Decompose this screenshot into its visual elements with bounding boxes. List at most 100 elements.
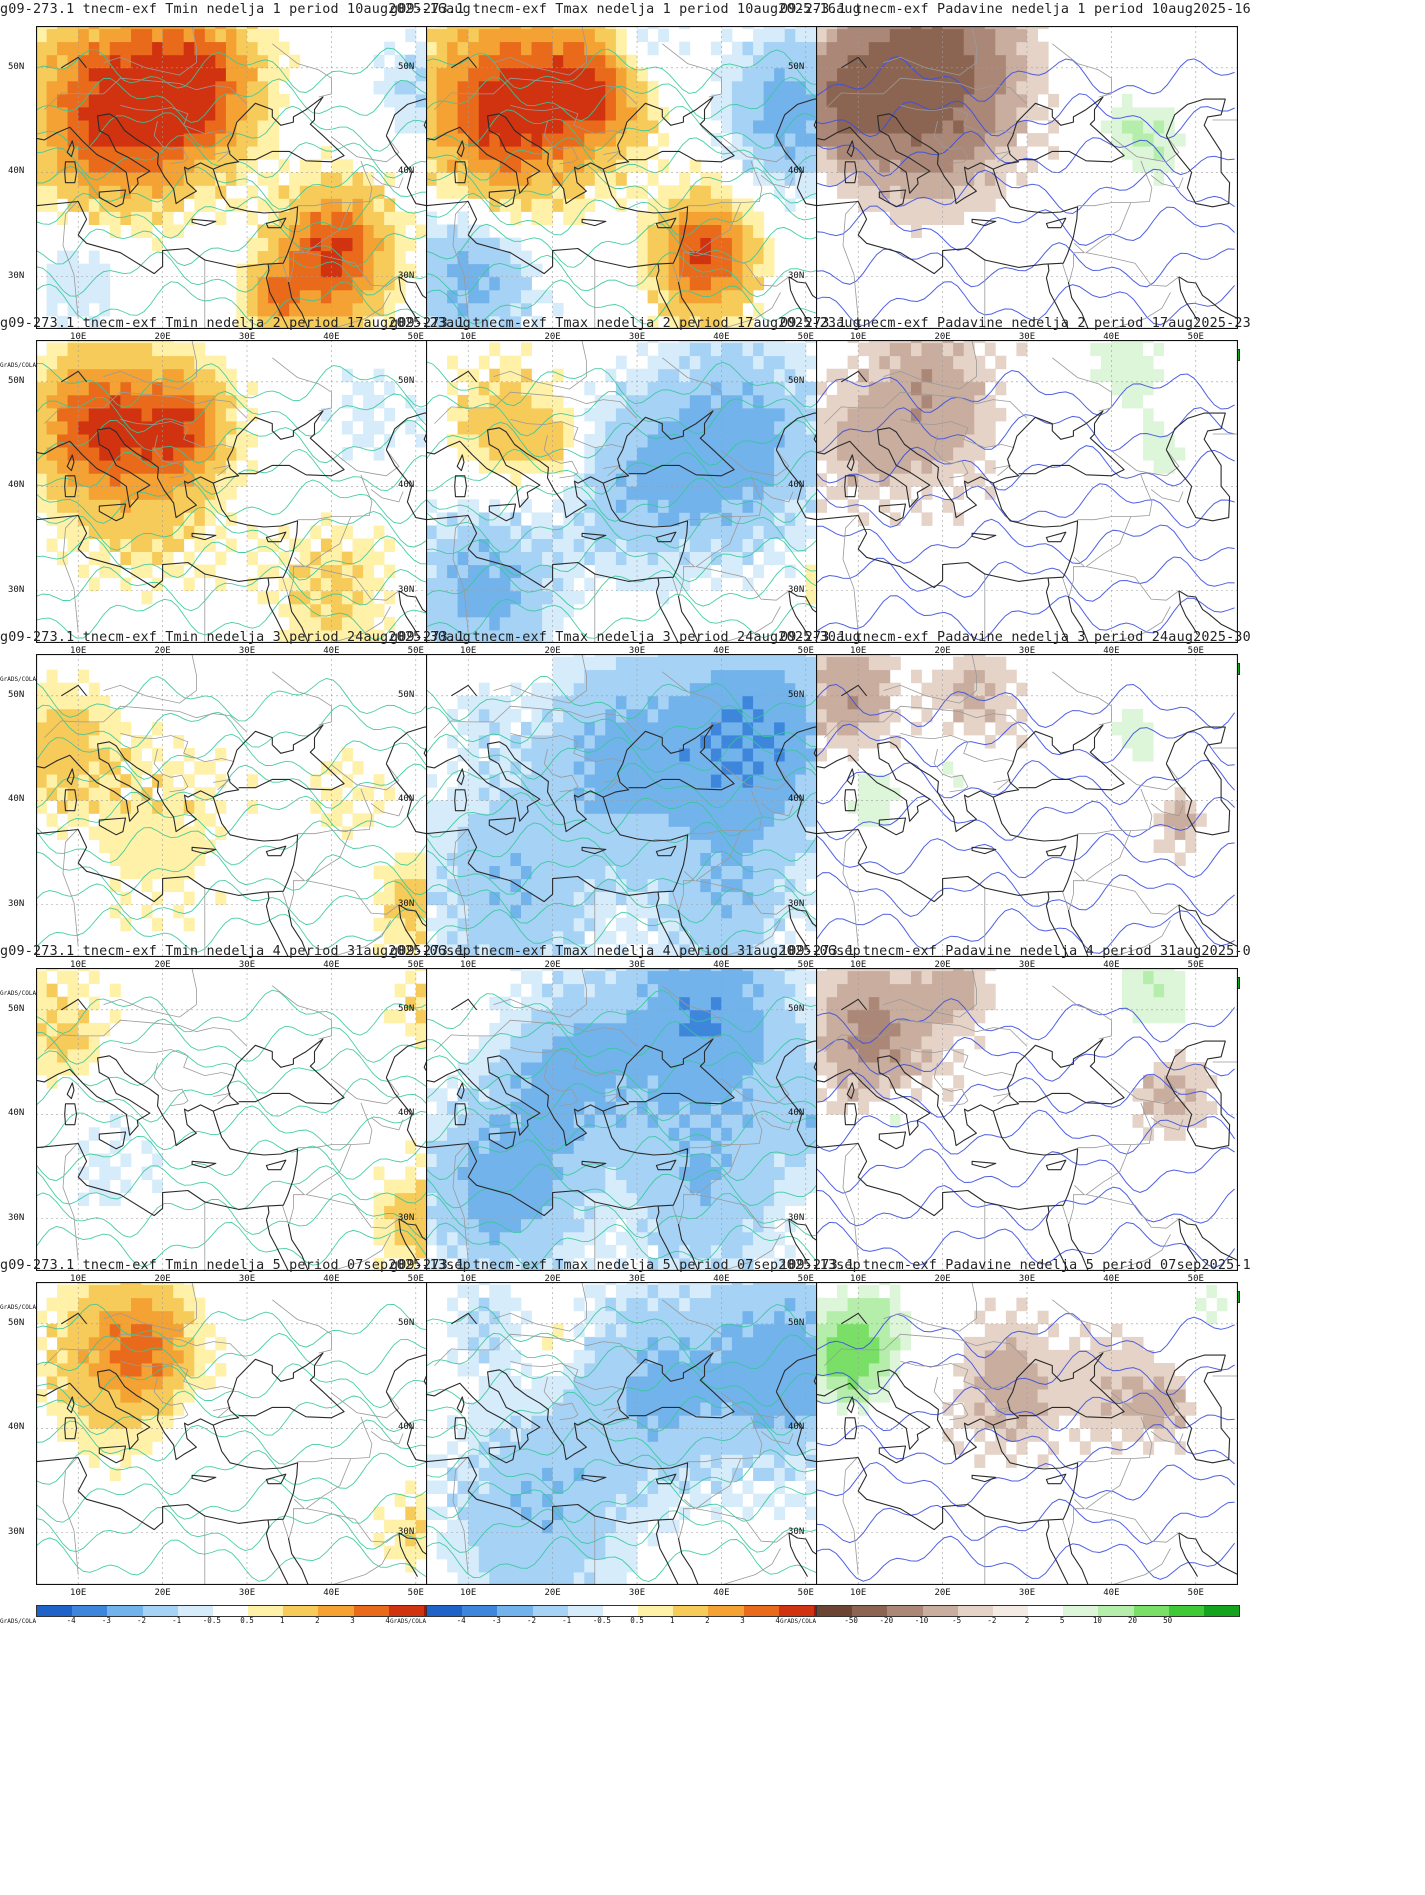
colorbar-segment	[142, 1606, 178, 1616]
gridlines	[816, 26, 1238, 329]
colorbar-segment	[778, 1606, 814, 1616]
x-tick-label: 20E	[154, 960, 171, 970]
colorbar-segment	[248, 1606, 284, 1616]
gridlines	[426, 340, 848, 643]
y-tick-label: 40N	[788, 480, 805, 491]
contour-lines	[36, 362, 455, 640]
colorbar-segment	[743, 1606, 779, 1616]
x-tick-label: 20E	[544, 332, 561, 342]
y-tick-label: 30N	[398, 270, 415, 281]
colorbar-segment	[497, 1606, 533, 1616]
x-tick-label: 40E	[323, 1274, 340, 1284]
y-tick-label: 50N	[8, 689, 25, 700]
gridlines	[36, 340, 458, 643]
gridlines	[426, 26, 848, 329]
coastlines	[426, 998, 848, 1271]
y-tick-label: 50N	[398, 1003, 415, 1014]
map-plot	[816, 1282, 1238, 1585]
x-tick-label: 10E	[460, 960, 477, 970]
map-plot	[36, 1282, 458, 1585]
contour-lines	[816, 998, 1236, 1269]
panel-title: g09-273.1 tnecm-exf Tmax nedelja 2 perio…	[390, 316, 860, 331]
x-tick-label: 10E	[850, 1274, 867, 1284]
colorbar-label: 10	[1092, 1616, 1102, 1625]
colorbar-segment	[427, 1606, 463, 1616]
x-tick-label: 40E	[713, 646, 730, 656]
x-tick-label: 20E	[934, 960, 951, 970]
x-tick-label: 30E	[1018, 332, 1036, 342]
x-tick-label: 40E	[323, 646, 340, 656]
gridlines	[816, 1282, 1238, 1585]
x-tick-label: 50E	[407, 332, 424, 342]
x-tick-label: 50E	[797, 646, 814, 656]
country-borders	[824, 26, 1238, 329]
contour-lines	[816, 683, 1236, 954]
country-borders	[824, 654, 1238, 957]
y-tick-label: 40N	[398, 1422, 415, 1433]
y-tick-label: 50N	[8, 375, 25, 386]
panel-title: 09-273.1 tnecm-exf Padavine nedelja 3 pe…	[780, 630, 1250, 645]
colorbar-label: 2	[315, 1616, 320, 1625]
colorbar-segment	[957, 1606, 993, 1616]
x-tick-label: 40E	[713, 960, 730, 970]
country-borders	[824, 340, 1238, 643]
x-tick-label: 30E	[1018, 1274, 1036, 1284]
country-borders	[44, 654, 458, 957]
panel-title: g09-273.1 tnecm-exf Tmin nedelja 5 perio…	[0, 1258, 470, 1273]
x-tick-label: 40E	[713, 1588, 730, 1598]
country-borders	[824, 1282, 1238, 1585]
y-tick-label: 50N	[8, 1317, 25, 1328]
y-tick-label: 50N	[788, 61, 805, 72]
colorbar-label: -0.5	[592, 1616, 611, 1625]
y-tick-label: 30N	[8, 1212, 25, 1223]
grads-credit: GrADS/COLA	[0, 676, 37, 683]
colorbar	[816, 1605, 1240, 1617]
y-tick-label: 30N	[788, 1212, 805, 1223]
colorbar-label: 0.5	[630, 1616, 644, 1625]
colorbar-segment	[388, 1606, 424, 1616]
temperature-map-panel: g09-273.1 tnecm-exf Tmax nedelja 5 perio…	[390, 1256, 860, 1635]
y-tick-label: 40N	[8, 794, 25, 805]
x-tick-label: 50E	[1187, 1274, 1204, 1284]
y-tick-label: 30N	[398, 898, 415, 909]
map-plot	[36, 654, 458, 957]
contour-lines	[426, 48, 845, 325]
x-tick-label: 10E	[460, 1588, 477, 1598]
colorbar-segment	[922, 1606, 958, 1616]
colorbar-segment	[1063, 1606, 1099, 1616]
y-tick-label: 40N	[788, 1422, 805, 1433]
x-tick-label: 30E	[1018, 960, 1036, 970]
y-tick-label: 30N	[8, 898, 25, 909]
colorbar-label: 20	[1127, 1616, 1138, 1625]
temperature-map-panel: g09-273.1 tnecm-exf Tmin nedelja 2 perio…	[0, 314, 470, 693]
x-tick-label: 40E	[1103, 646, 1120, 656]
coastlines	[36, 998, 458, 1271]
x-tick-label: 40E	[1103, 960, 1120, 970]
colorbar-label: 2	[705, 1616, 710, 1625]
y-tick-label: 40N	[788, 1108, 805, 1119]
y-tick-label: 40N	[8, 480, 25, 491]
x-tick-label: 50E	[1187, 646, 1204, 656]
x-tick-label: 10E	[460, 1274, 477, 1284]
country-borders	[434, 1282, 848, 1585]
y-tick-label: 30N	[398, 1526, 415, 1537]
colorbar-segment	[532, 1606, 568, 1616]
y-tick-label: 40N	[398, 794, 415, 805]
x-tick-label: 30E	[238, 646, 256, 656]
colorbar-segment	[318, 1606, 354, 1616]
y-tick-label: 30N	[788, 898, 805, 909]
x-tick-label: 20E	[544, 646, 561, 656]
y-tick-label: 50N	[398, 689, 415, 700]
colorbar-label: -2	[526, 1616, 537, 1625]
precipitation-map-panel: 09-273.1 tnecm-exf Padavine nedelja 3 pe…	[780, 628, 1250, 1007]
precipitation-map-panel: i09-273.1 tnecm-exf Padavine nedelja 4 p…	[780, 942, 1250, 1321]
y-tick-label: 40N	[788, 794, 805, 805]
grads-credit: GrADS/COLA	[0, 362, 37, 369]
grads-credit: GrADS/COLA	[0, 990, 37, 997]
anomaly-field	[426, 340, 848, 643]
map-plot	[816, 340, 1238, 643]
x-tick-label: 30E	[1018, 646, 1036, 656]
gridlines	[36, 654, 458, 957]
x-tick-label: 40E	[713, 332, 730, 342]
colorbar-label: -0.5	[202, 1616, 221, 1625]
